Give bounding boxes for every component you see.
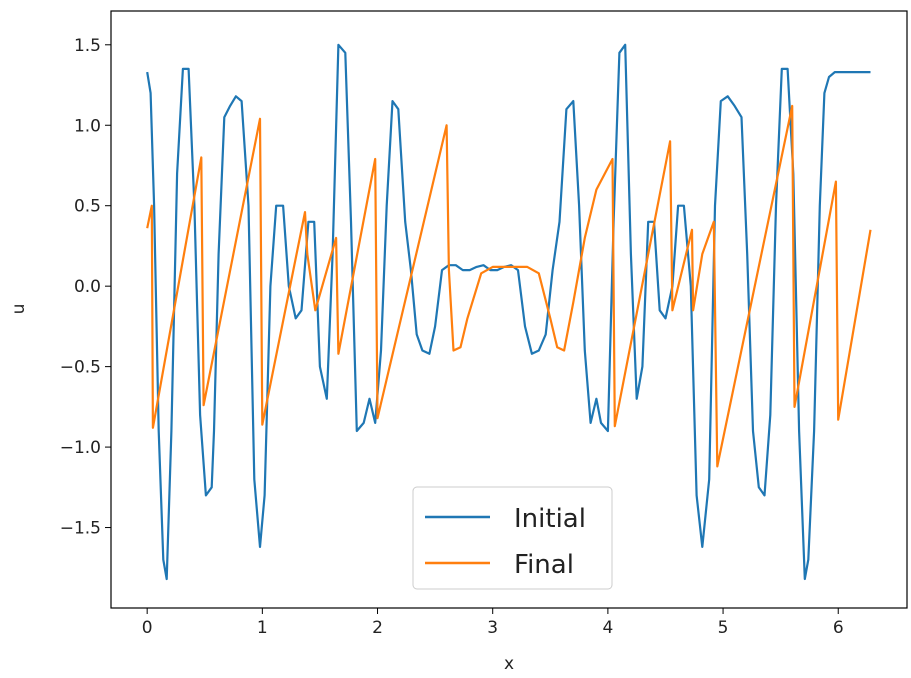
x-tick-label: 2	[372, 618, 383, 638]
x-tick-label: 4	[602, 618, 613, 638]
y-tick-label: 1.0	[74, 116, 101, 136]
x-tick-label: 0	[142, 618, 153, 638]
legend: Initial Final	[412, 486, 613, 590]
y-tick-label: 0.0	[74, 277, 101, 297]
x-tick-label: 3	[487, 618, 498, 638]
y-tick-label: −1.0	[60, 438, 101, 458]
x-tick-label: 5	[718, 618, 729, 638]
x-tick-label: 1	[257, 618, 268, 638]
y-tick-label: 1.5	[74, 36, 101, 56]
y-tick-label: 0.5	[74, 197, 101, 217]
y-tick-label: −0.5	[60, 358, 101, 378]
series-line-initial	[146, 43, 871, 581]
plot-frame	[110, 10, 908, 609]
series-line-final	[146, 104, 872, 468]
x-axis-label: x	[504, 654, 514, 674]
series-layer	[146, 43, 872, 581]
legend-label-initial: Initial	[514, 504, 586, 534]
legend-box	[412, 486, 613, 590]
y-axis-label: u	[9, 304, 29, 315]
x-tick-label: 6	[833, 618, 844, 638]
y-axis-ticks: −1.5 −1.0 −0.5 0.0 0.5 1.0 1.5	[60, 36, 111, 539]
y-tick-label: −1.5	[60, 519, 101, 539]
legend-label-final: Final	[514, 550, 574, 580]
x-axis-ticks: 0 1 2 3 4 5 6	[142, 608, 844, 638]
